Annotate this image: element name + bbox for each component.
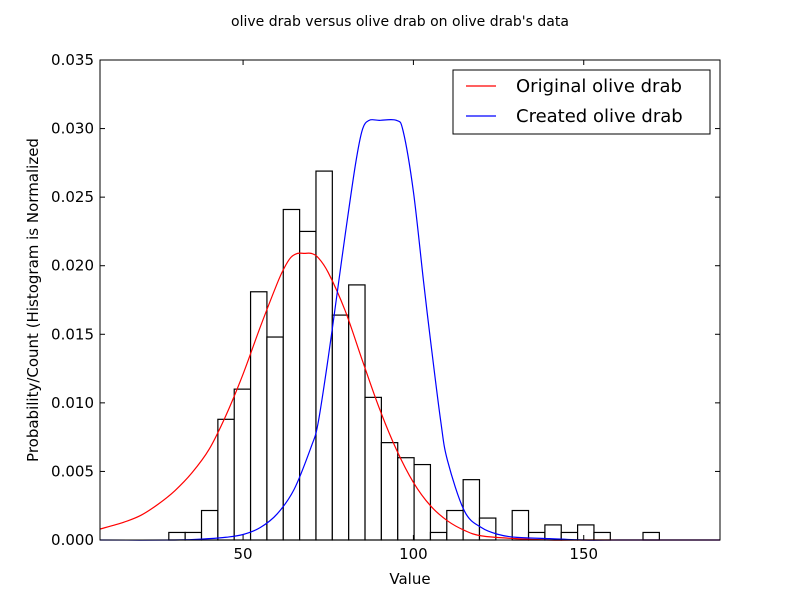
histogram-bar: [315, 170, 333, 541]
histogram-bar: [331, 314, 350, 541]
y-tick-label: 0.015: [51, 325, 94, 343]
chart-title: olive drab versus olive drab on olive dr…: [231, 14, 569, 30]
x-axis-label: Value: [389, 570, 430, 588]
x-tick-label: 50: [234, 545, 253, 563]
histogram-bar: [299, 230, 317, 541]
histogram-bar: [429, 531, 448, 541]
histogram-bar: [168, 531, 186, 541]
axes: 50 100 150 0.000 0.005 0.010 0.015 0.020 0.025 0.…: [51, 51, 721, 563]
histogram-bar: [511, 509, 530, 541]
histogram-bar: [249, 291, 268, 541]
y-tick-label: 0.035: [51, 51, 94, 69]
legend: Original olive drab Created olive drab: [452, 69, 711, 135]
histogram-bar: [217, 418, 235, 541]
histogram-bar: [380, 442, 399, 541]
density-curves: [99, 118, 720, 541]
histogram-bars: [168, 170, 660, 541]
histogram-bar: [642, 531, 660, 541]
histogram-bar: [364, 396, 382, 541]
y-tick-label: 0.025: [51, 188, 94, 206]
created-curve-line: [99, 118, 720, 541]
legend-label-original: Original olive drab: [516, 76, 682, 97]
y-tick-label: 0.010: [51, 394, 94, 412]
legend-frame: [452, 69, 711, 135]
histogram-bar: [544, 524, 562, 541]
legend-label-created: Created olive drab: [516, 106, 683, 127]
histogram-bar: [593, 531, 611, 541]
histogram-bar: [200, 509, 219, 541]
x-tick-label: 100: [399, 545, 428, 563]
y-tick-label: 0.005: [51, 462, 94, 480]
y-axis-label: Probability/Count (Histogram is Normaliz…: [24, 138, 42, 462]
original-curve-line: [99, 252, 720, 541]
axes-frame: [99, 59, 721, 541]
histogram-bar: [233, 388, 252, 541]
histogram-bar: [282, 208, 301, 541]
y-tick-label: 0.030: [51, 120, 94, 138]
y-tick-label: 0.020: [51, 257, 94, 275]
y-tick-label: 0.000: [51, 531, 94, 549]
histogram-bar: [576, 524, 595, 541]
x-tick-label: 150: [569, 545, 598, 563]
histogram-bar: [348, 284, 366, 541]
